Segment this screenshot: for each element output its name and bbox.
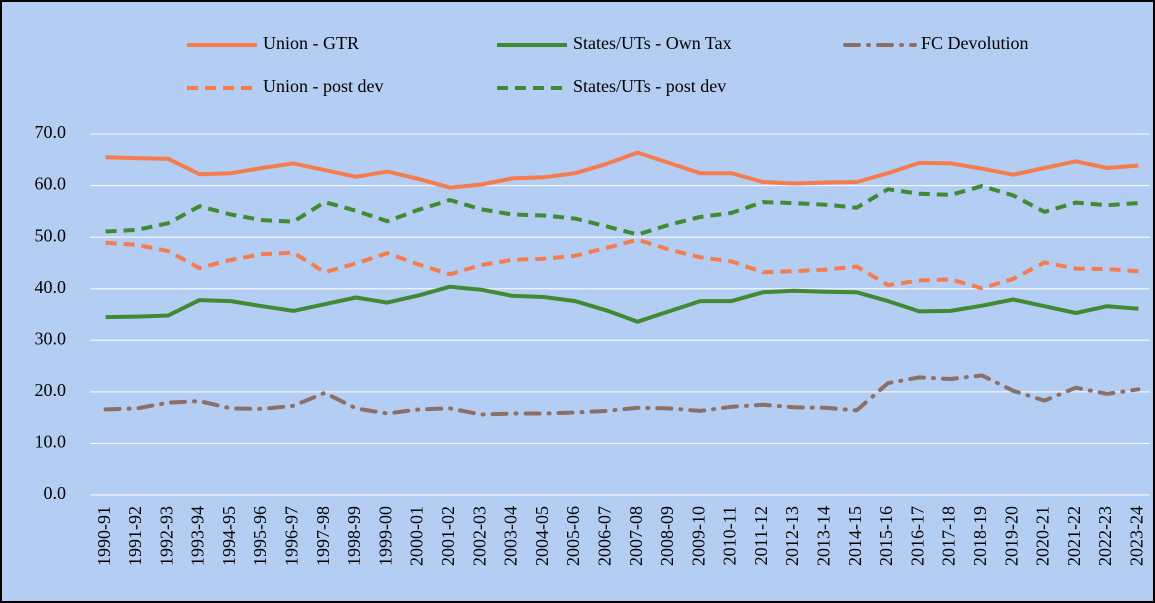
x-tick-label: 2021-22: [1064, 506, 1084, 566]
x-tick-label: 2019-20: [1001, 506, 1021, 566]
x-tick-label: 2006-07: [594, 506, 614, 566]
x-tick-label: 1990-91: [94, 506, 114, 566]
x-tick-label: 2023-24: [1126, 506, 1146, 566]
x-tick-label: 2005-06: [563, 506, 583, 566]
data-line: [105, 284, 1139, 324]
legend-label: States/UTs - post dev: [573, 76, 726, 96]
y-tick-label: 50.0: [35, 225, 67, 245]
x-tick-label: 2020-21: [1033, 506, 1053, 566]
x-tick-label: 2008-09: [657, 506, 677, 566]
y-tick-label: 10.0: [35, 432, 67, 452]
x-tick-label: 2007-08: [626, 506, 646, 566]
x-tick-label: 2001-02: [438, 506, 458, 566]
y-tick-label: 20.0: [35, 380, 67, 400]
y-tick-label: 0.0: [44, 483, 67, 503]
x-tick-label: 2002-03: [469, 506, 489, 566]
y-tick-label: 30.0: [35, 328, 67, 348]
legend-label: Union - post dev: [263, 76, 384, 96]
x-tick-label: 1994-95: [219, 506, 239, 566]
x-tick-label: 2011-12: [751, 506, 771, 565]
x-tick-label: 2022-23: [1095, 506, 1115, 566]
x-tick-label: 2017-18: [939, 506, 959, 566]
x-tick-label: 2009-10: [688, 506, 708, 566]
x-tick-label: 1996-97: [282, 506, 302, 566]
x-tick-label: 1997-98: [313, 506, 333, 566]
x-tick-label: 2013-14: [814, 506, 834, 566]
y-tick-label: 40.0: [35, 277, 67, 297]
x-tick-label: 2016-17: [907, 506, 927, 566]
x-tick-label: 1995-96: [250, 506, 270, 566]
legend-label: FC Devolution: [921, 33, 1029, 53]
x-tick-label: 2003-04: [501, 506, 521, 566]
x-tick-label: 2018-19: [970, 506, 990, 566]
x-tick-label: 1991-92: [125, 506, 145, 566]
data-line: [103, 373, 1141, 417]
legend-label: States/UTs - Own Tax: [573, 33, 732, 53]
x-tick-label: 1999-00: [375, 506, 395, 566]
y-tick-label: 60.0: [35, 174, 67, 194]
x-tick-label: 2012-13: [782, 506, 802, 566]
x-tick-label: 2004-05: [532, 506, 552, 566]
x-tick-label: 2000-01: [407, 506, 427, 566]
x-tick-label: 2010-11: [720, 506, 740, 565]
x-tick-label: 2015-16: [876, 506, 896, 566]
x-tick-label: 1992-93: [156, 506, 176, 566]
data-line: [105, 150, 1139, 190]
x-tick-label: 1998-99: [344, 506, 364, 566]
legend-label: Union - GTR: [263, 33, 359, 53]
x-tick-label: 1993-94: [188, 506, 208, 566]
y-tick-label: 70.0: [35, 122, 67, 142]
x-tick-label: 2014-15: [845, 506, 865, 566]
